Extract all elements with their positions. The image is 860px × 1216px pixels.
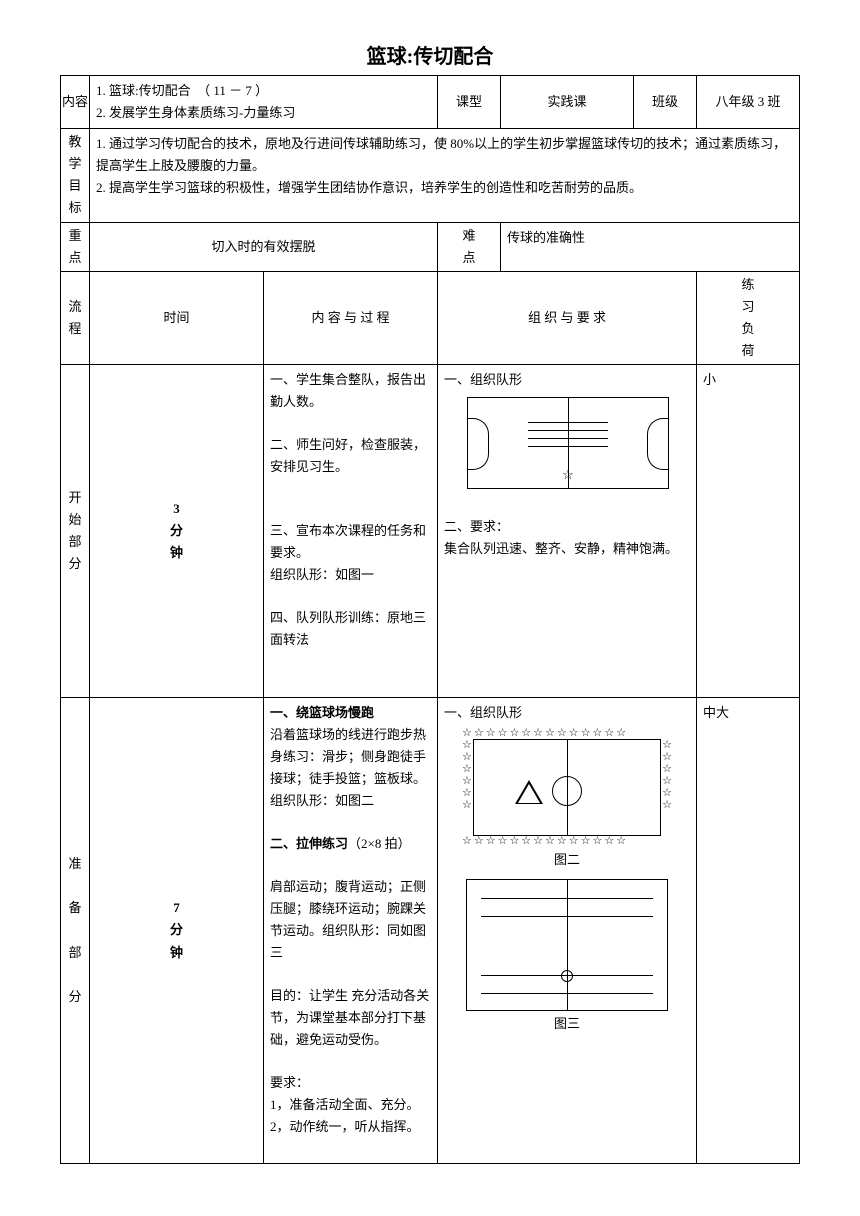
start-load: 小	[697, 365, 800, 698]
prep-req-2: 2，动作统一，听从指挥。	[270, 1116, 431, 1138]
prep-content: 一、绕篮球场慢跑 沿着篮球场的线进行跑步热身练习：滑步；侧身跑徒手接球；徒手投篮…	[264, 697, 438, 1163]
diagram-3	[466, 879, 668, 1011]
label-ban-ji: 班级	[634, 76, 697, 129]
label-ke-xing: 课型	[438, 76, 501, 129]
prep-org-head: 一、组织队形	[444, 702, 690, 724]
col-load: 练习负荷	[697, 271, 800, 364]
prep-load: 中大	[697, 697, 800, 1163]
caption-3: 图三	[444, 1013, 690, 1035]
col-org: 组 织 与 要 求	[438, 271, 697, 364]
label-key-point: 重点	[61, 222, 90, 271]
phase-prep: 准备部分	[61, 697, 90, 1163]
page-title: 篮球:传切配合	[60, 40, 800, 69]
start-item-3: 三、宣布本次课程的任务和要求。	[270, 520, 431, 564]
start-org-head: 一、组织队形	[444, 369, 690, 391]
goal-2: 2. 提高学生学习篮球的积极性，增强学生团结协作意识，培养学生的创造性和吃苦耐劳…	[96, 177, 793, 199]
prep-p1: 沿着篮球场的线进行跑步热身练习：滑步；侧身跑徒手接球；徒手投篮；篮板球。	[270, 724, 431, 790]
start-org: 一、组织队形 ☆ 二、要求： 集合队列迅速、整齐、安静，精神饱满。	[438, 365, 697, 698]
col-phase: 流程	[61, 271, 90, 364]
col-content: 内 容 与 过 程	[264, 271, 438, 364]
caption-2: 图二	[444, 849, 690, 871]
prep-h1: 一、绕篮球场慢跑	[270, 702, 431, 724]
prep-req-1: 1，准备活动全面、充分。	[270, 1094, 431, 1116]
label-goals: 教学目标	[61, 129, 90, 222]
start-item-3b: 组织队形：如图一	[270, 564, 431, 586]
time-start: 3分钟	[90, 365, 264, 698]
start-item-2: 二、师生问好，检查服装，安排见习生。	[270, 434, 431, 478]
time-prep: 7分钟	[90, 697, 264, 1163]
triangle-icon	[515, 780, 543, 804]
start-req-text: 集合队列迅速、整齐、安静，精神饱满。	[444, 538, 690, 560]
prep-purpose: 目的：让学生 充分活动各关节，为课堂基本部分打下基础，避免运动受伤。	[270, 985, 431, 1051]
phase-start: 开始部分	[61, 365, 90, 698]
content-line-2: 2. 发展学生身体素质练习-力量练习	[96, 102, 431, 124]
diagram-1: ☆	[467, 397, 667, 489]
start-item-1: 一、学生集合整队，报告出勤人数。	[270, 369, 431, 413]
col-time: 时间	[90, 271, 264, 364]
prep-h2: 二、拉伸练习（2×8 拍）	[270, 833, 431, 855]
label-content: 内容	[61, 76, 90, 129]
start-item-4: 四、队列队形训练：原地三面转法	[270, 607, 431, 651]
start-content: 一、学生集合整队，报告出勤人数。 二、师生问好，检查服装，安排见习生。 三、宣布…	[264, 365, 438, 698]
prep-p2: 肩部运动；腹背运动；正侧压腿；膝绕环运动；腕踝关节运动。组织队形：同如图三	[270, 876, 431, 964]
goals-cell: 1. 通过学习传切配合的技术，原地及行进间传球辅助练习，使 80%以上的学生初步…	[90, 129, 800, 222]
goal-1: 1. 通过学习传切配合的技术，原地及行进间传球辅助练习，使 80%以上的学生初步…	[96, 133, 793, 177]
prep-p1b: 组织队形：如图二	[270, 790, 431, 812]
diagram-2: ☆☆☆☆☆☆☆☆☆☆☆☆☆☆ ☆☆☆☆☆☆ ☆☆☆☆☆☆ ☆☆☆☆☆☆☆☆☆☆☆…	[462, 728, 672, 847]
label-difficulty: 难点	[438, 222, 501, 271]
lesson-plan-table: 内容 1. 篮球:传切配合 （ 11 － 7 ） 2. 发展学生身体素质练习-力…	[60, 75, 800, 1164]
face-icon	[561, 970, 573, 982]
content-cell: 1. 篮球:传切配合 （ 11 － 7 ） 2. 发展学生身体素质练习-力量练习	[90, 76, 438, 129]
value-difficulty: 传球的准确性	[501, 222, 800, 271]
value-key-point: 切入时的有效摆脱	[90, 222, 438, 271]
value-ke-xing: 实践课	[501, 76, 634, 129]
star-icon: ☆	[562, 464, 574, 486]
prep-org: 一、组织队形 ☆☆☆☆☆☆☆☆☆☆☆☆☆☆ ☆☆☆☆☆☆ ☆☆☆☆☆☆ ☆☆☆☆…	[438, 697, 697, 1163]
start-req-head: 二、要求：	[444, 516, 690, 538]
content-line-1: 1. 篮球:传切配合 （ 11 － 7 ）	[96, 80, 431, 102]
circle-icon	[552, 776, 582, 806]
prep-req-head: 要求：	[270, 1072, 431, 1094]
value-ban-ji: 八年级 3 班	[697, 76, 800, 129]
